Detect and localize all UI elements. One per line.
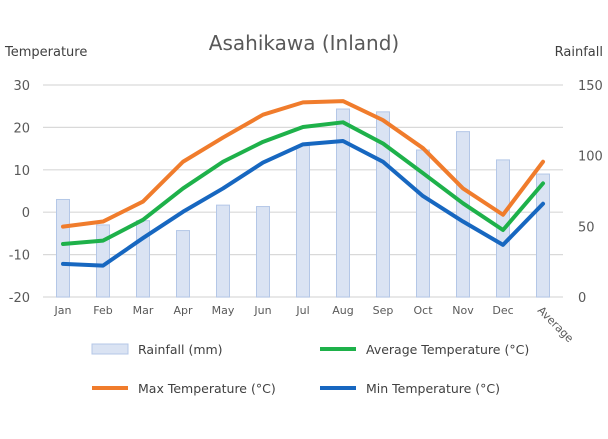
rainfall-bar [176,230,190,298]
left-tick-label: -20 [9,291,30,306]
x-tick-label: Aug [332,304,353,317]
x-tick-label: Feb [93,304,112,317]
right-tick-label: 50 [578,220,595,235]
legend-label: Max Temperature (°C) [138,381,276,396]
x-tick-label: Jan [54,304,72,317]
right-axis-label: Rainfall [555,45,603,60]
chart-title: Asahikawa (Inland) [209,31,399,55]
left-tick-label: 10 [13,164,30,179]
x-tick-label: Jul [295,304,309,317]
x-tick-label: Oct [413,304,433,317]
line-max-temperature [61,99,545,229]
x-tick-label: Jun [253,304,271,317]
rainfall-bar [256,206,270,298]
right-tick-label: 0 [578,291,586,306]
rainfall-bar [536,173,550,298]
rainfall-bar [216,204,230,298]
line-average-temperature [61,120,545,246]
right-tick-label: 150 [578,79,603,94]
rainfall-bar [456,131,470,298]
left-tick-label: 30 [13,79,30,94]
x-tick-label: Dec [492,304,513,317]
x-tick-label: Apr [173,304,193,317]
rainfall-bar [56,198,70,298]
legend-label: Min Temperature (°C) [366,381,500,396]
left-axis-label: Temperature [4,45,87,60]
legend-label: Rainfall (mm) [138,342,223,357]
left-tick-label: -10 [9,249,30,264]
x-tick-label: Sep [373,304,394,317]
rainfall-bar [136,220,150,298]
legend-swatch-rainfall [91,343,129,355]
left-tick-label: 20 [13,121,30,136]
x-tick-label: May [212,304,235,317]
rainfall-bar [336,108,350,298]
left-tick-label: 0 [22,206,30,221]
x-tick-label: Mar [133,304,154,317]
right-tick-label: 100 [578,150,603,165]
rainfall-bar [296,145,310,298]
x-tick-label: Average [535,304,576,345]
line-min-temperature [61,138,545,268]
legend-label: Average Temperature (°C) [366,342,529,357]
x-tick-label: Nov [452,304,474,317]
